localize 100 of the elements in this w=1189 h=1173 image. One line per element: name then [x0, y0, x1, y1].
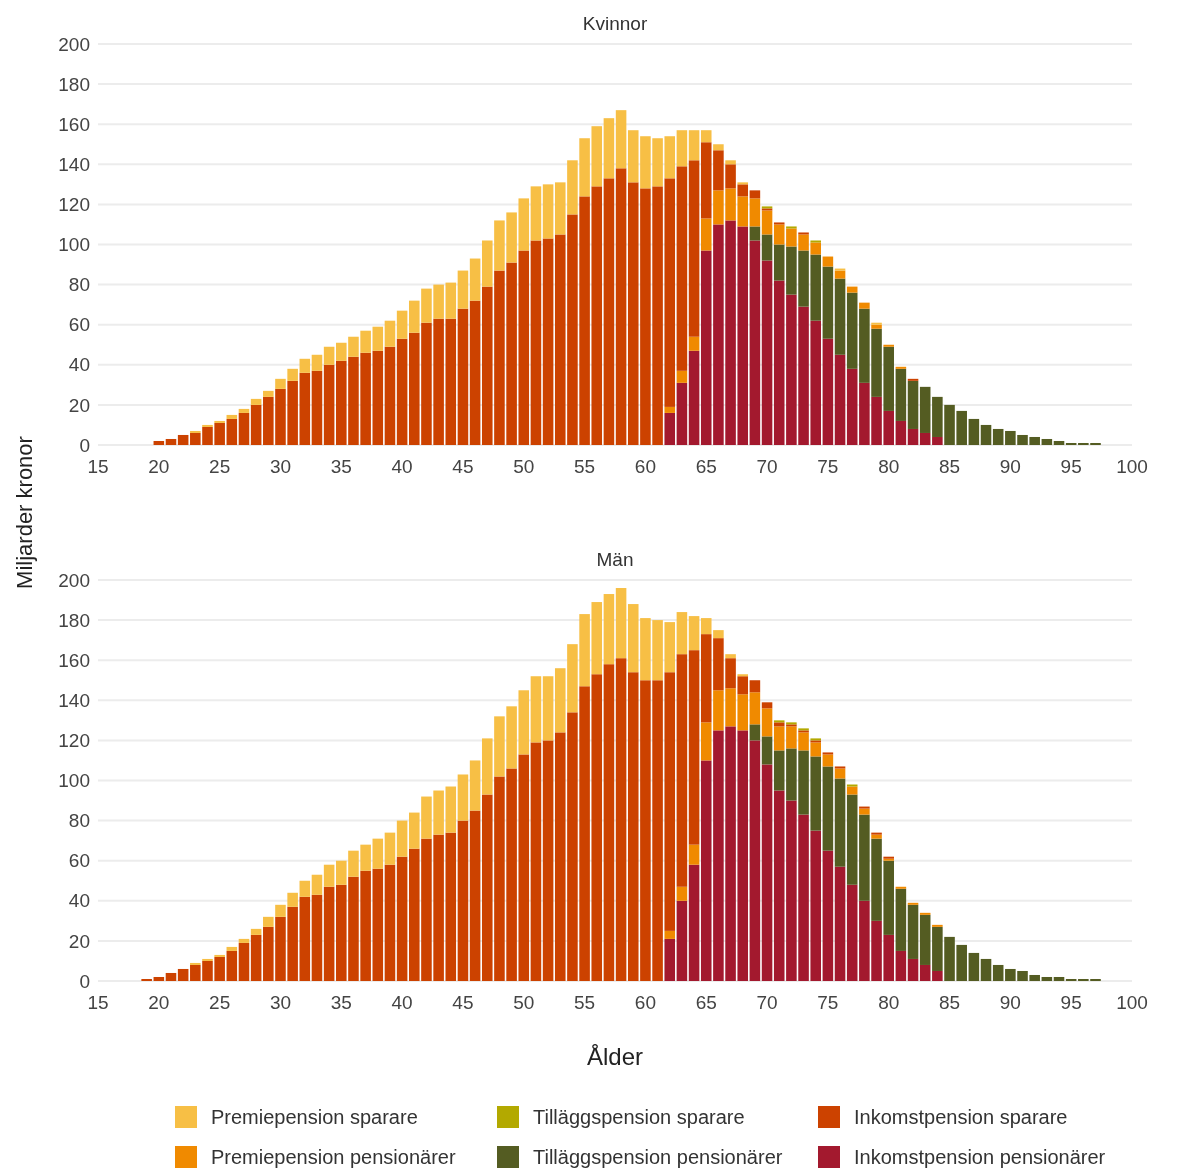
bar	[469, 760, 481, 811]
bar	[895, 888, 907, 951]
y-tick-label: 80	[68, 810, 90, 832]
bar	[676, 612, 688, 655]
bar	[214, 420, 225, 423]
bar	[530, 676, 542, 743]
bar	[871, 322, 882, 325]
chart-title: Kvinnor	[582, 13, 648, 34]
bar	[737, 674, 749, 677]
bar	[384, 864, 396, 981]
bar	[250, 404, 262, 445]
y-tick-label: 40	[68, 890, 90, 912]
x-tick-label: 30	[269, 992, 292, 1013]
bar	[384, 832, 396, 865]
bar	[396, 310, 408, 339]
bar	[396, 338, 408, 445]
bar	[773, 222, 785, 225]
x-tick-label: 40	[391, 456, 413, 477]
bar	[992, 964, 1004, 981]
y-tick-label: 200	[58, 569, 90, 591]
bar	[530, 742, 542, 981]
bar	[980, 424, 992, 445]
bar	[396, 820, 408, 857]
bar	[761, 702, 773, 709]
bar	[676, 382, 688, 445]
bar	[603, 118, 615, 179]
bar	[822, 766, 834, 851]
bar	[323, 346, 335, 365]
bar	[968, 952, 980, 981]
x-tick-label: 80	[878, 992, 900, 1013]
bar	[676, 370, 688, 383]
bar	[530, 240, 542, 445]
y-tick-label: 100	[58, 770, 90, 792]
bar	[992, 428, 1004, 445]
x-tick-label: 90	[999, 456, 1021, 477]
bar	[676, 130, 688, 167]
bar	[250, 398, 262, 405]
bar	[676, 166, 688, 371]
bar	[919, 912, 931, 915]
bar	[822, 338, 834, 445]
x-tick-label: 25	[209, 456, 231, 477]
bar	[299, 896, 311, 981]
bar	[542, 676, 554, 741]
bar	[263, 390, 274, 397]
bar	[834, 354, 846, 445]
bar	[749, 680, 761, 693]
bar	[263, 916, 274, 927]
bar	[615, 110, 627, 169]
x-tick-label: 15	[87, 456, 109, 477]
bar	[1053, 976, 1065, 981]
legend-label: Premiepension sparare	[211, 1106, 418, 1128]
legend-label: Tilläggspension pensionärer	[533, 1146, 783, 1168]
bar	[372, 326, 384, 351]
x-tick-label: 60	[634, 456, 656, 477]
bar	[214, 954, 225, 957]
bar	[688, 616, 700, 651]
bar	[226, 946, 238, 951]
bar	[603, 664, 615, 981]
bar	[1053, 440, 1065, 445]
bar	[761, 210, 773, 235]
bar	[786, 226, 797, 229]
bar	[615, 658, 627, 981]
bar	[250, 928, 262, 935]
bar	[907, 378, 919, 381]
bar	[311, 894, 323, 981]
bar	[822, 754, 834, 767]
x-tick-label: 20	[148, 992, 170, 1013]
y-tick-label: 140	[58, 153, 90, 175]
bar	[749, 226, 761, 241]
x-tick-label: 70	[756, 456, 778, 477]
bar	[603, 178, 615, 445]
bar	[834, 278, 846, 355]
x-tick-label: 65	[695, 992, 717, 1013]
bar	[676, 900, 688, 981]
bar	[396, 856, 408, 981]
bar	[895, 950, 907, 981]
legend-label: Inkomstpension pensionärer	[854, 1146, 1106, 1168]
bar	[968, 418, 980, 445]
bar	[700, 130, 712, 143]
bar	[688, 650, 700, 845]
y-tick-label: 60	[68, 850, 90, 872]
bar	[457, 774, 469, 821]
bar	[980, 958, 992, 981]
x-tick-label: 85	[938, 456, 961, 477]
bar	[846, 368, 858, 445]
bar	[311, 354, 323, 371]
bar	[177, 434, 189, 445]
y-tick-label: 120	[58, 730, 90, 752]
bar	[907, 958, 919, 981]
x-tick-label: 95	[1060, 992, 1082, 1013]
bar	[1041, 438, 1053, 445]
legend-label: Tilläggspension sparare	[533, 1106, 745, 1128]
y-axis-title: Miljarder kronor	[12, 436, 37, 589]
bar	[932, 924, 943, 927]
bar	[688, 350, 700, 445]
bar	[1041, 976, 1053, 981]
bar	[664, 930, 676, 939]
bar	[846, 292, 858, 369]
bar	[761, 260, 773, 445]
y-tick-label: 180	[58, 609, 90, 631]
